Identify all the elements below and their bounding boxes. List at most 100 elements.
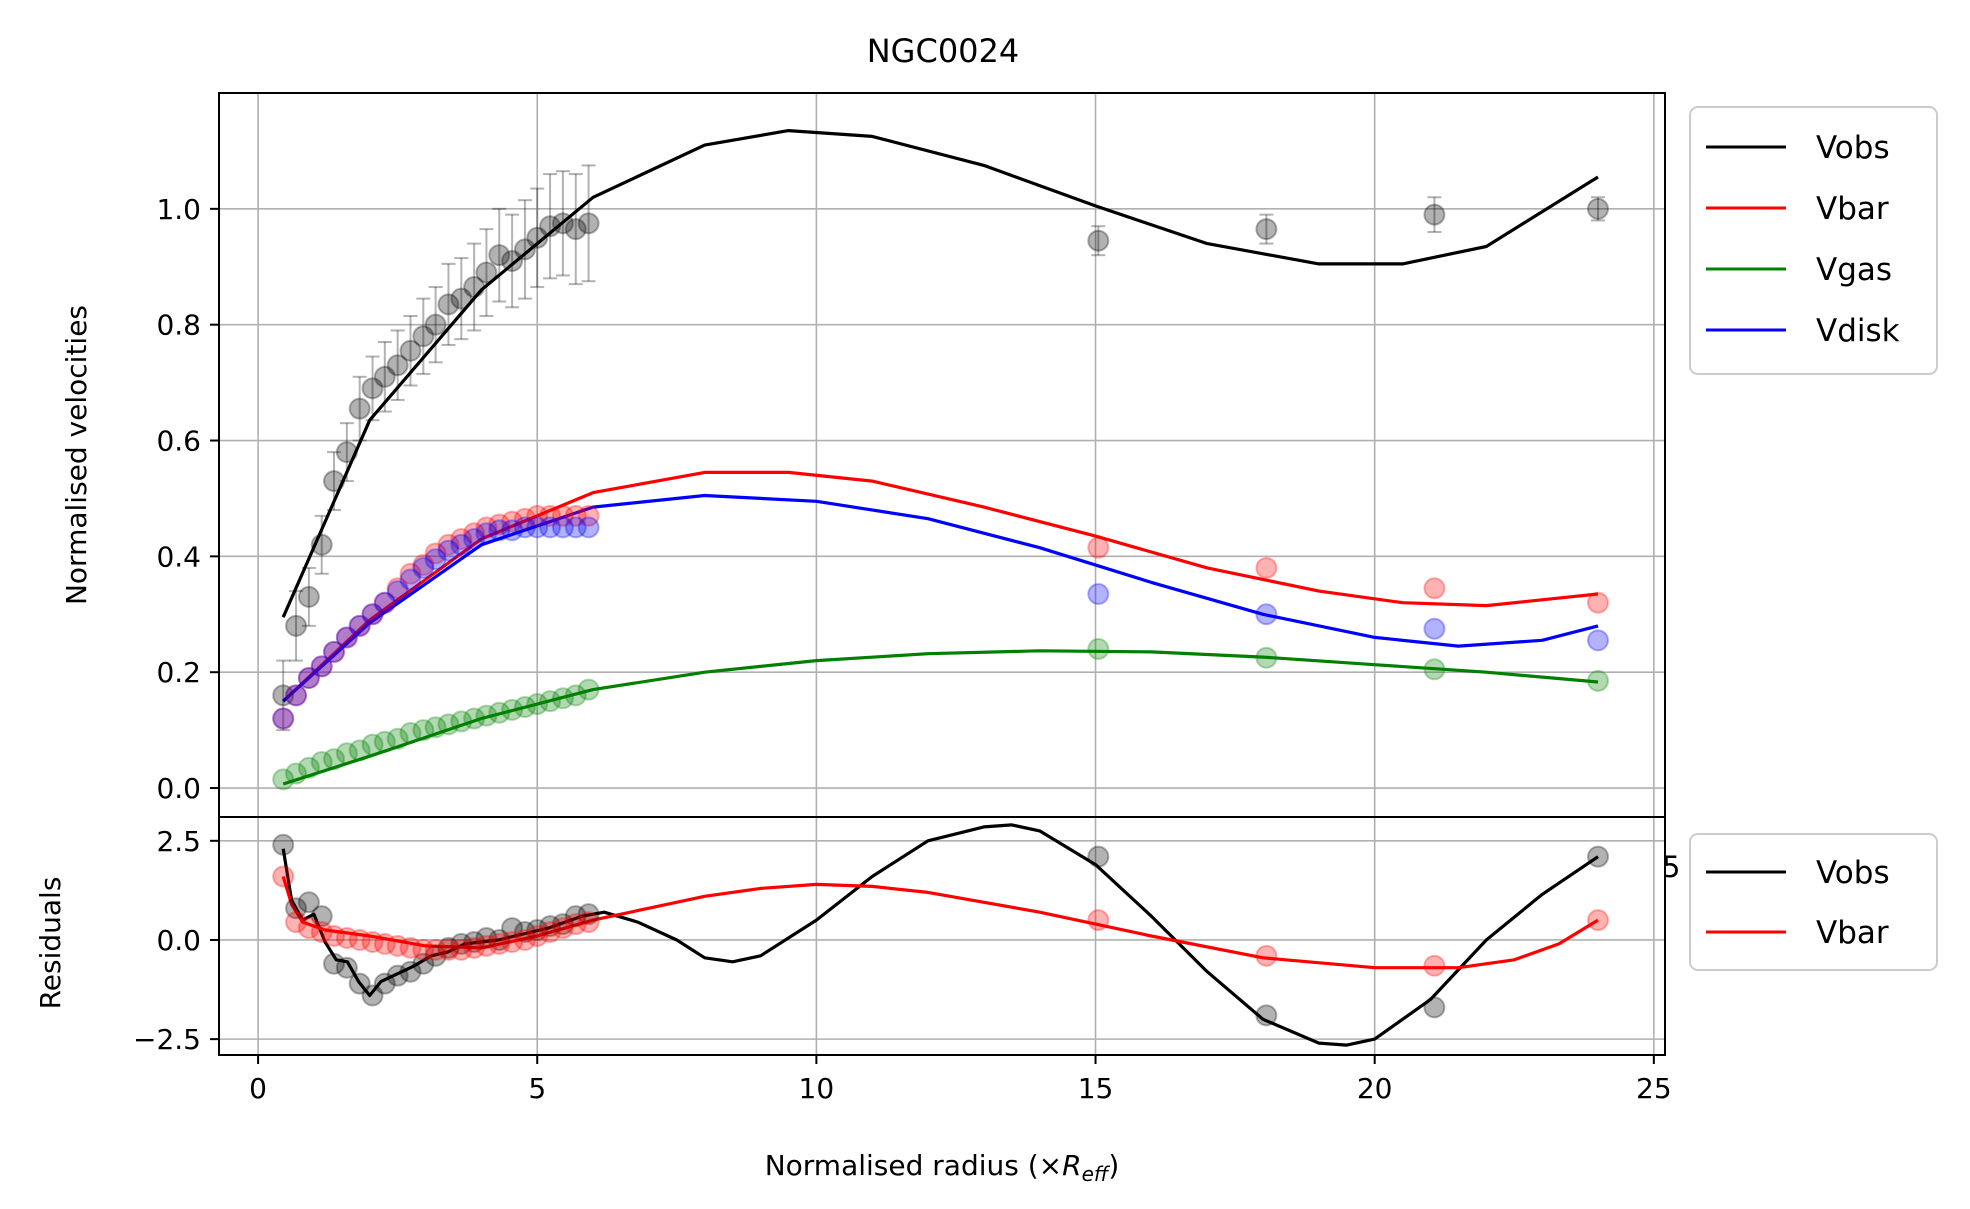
residuals-legend-vbar-label: Vbar [1816, 915, 1889, 951]
residuals-point-vobs [335, 956, 358, 979]
residuals-point-vobs [463, 930, 486, 953]
main-point-vgas [513, 695, 536, 718]
main-point-vdisk [450, 533, 473, 556]
main-point-vgas [386, 727, 409, 750]
main-ytick-label-0-0: 0.0 [156, 772, 201, 805]
main-point-vobs [1423, 203, 1446, 226]
residuals-legend-vobs-label: Vobs [1816, 855, 1890, 891]
main-point-vobs [488, 244, 511, 267]
main-point-vdisk [539, 516, 562, 539]
main-point-vgas [323, 748, 346, 771]
main-point-vdisk [551, 516, 574, 539]
residuals-point-vobs [513, 921, 536, 944]
main-point-vdisk [386, 580, 409, 603]
main-point-vdisk [285, 684, 308, 707]
main-point-vgas [577, 678, 600, 701]
main-point-vobs [539, 215, 562, 238]
main-point-vdisk [335, 626, 358, 649]
main-point-vdisk [412, 556, 435, 579]
main-point-vbar [577, 504, 600, 527]
main-point-vdisk [323, 640, 346, 663]
x-ticks: 0 5 10 15 20 25 [249, 1055, 1672, 1105]
main-point-vgas [1255, 646, 1278, 669]
residuals-point-vbar [488, 932, 511, 955]
x-axis-label-prefix: Normalised radius (× [765, 1149, 1062, 1182]
legend-vgas-label: Vgas [1816, 252, 1892, 288]
residuals-legend-frame [1689, 833, 1938, 971]
main-point-vgas [501, 698, 524, 721]
main-point-vgas [526, 693, 549, 716]
main-point-vdisk [513, 516, 536, 539]
residuals-point-vobs [1587, 845, 1610, 868]
main-point-vgas [475, 704, 498, 727]
main-point-vobs [323, 470, 346, 493]
xtick-label-15: 15 [1078, 1072, 1114, 1105]
main-point-vgas [361, 733, 384, 756]
main-point-vobs [577, 212, 600, 235]
main-point-vgas [437, 713, 460, 736]
main-point-vbar [412, 554, 435, 577]
main-point-vbar [399, 562, 422, 585]
residuals-point-vbar [513, 928, 536, 951]
residuals-point-vobs [1423, 996, 1446, 1019]
residuals-point-vobs [297, 891, 320, 914]
main-point-vobs [285, 614, 308, 637]
main-point-vobs [437, 293, 460, 316]
main-point-vbar [463, 522, 486, 545]
main-ytick-label-0-6: 0.6 [156, 425, 201, 458]
residuals-point-vbar [1423, 954, 1446, 977]
residuals-point-vobs [526, 919, 549, 942]
main-point-vbar [1587, 591, 1610, 614]
residuals-point-vobs [501, 917, 524, 940]
main-point-vbar [424, 542, 447, 565]
main-point-vdisk [1587, 629, 1610, 652]
main-point-vobs [348, 397, 371, 420]
main-ytick-label-0-4: 0.4 [156, 540, 201, 573]
residuals-point-vobs [424, 944, 447, 967]
residuals-point-vbar [297, 917, 320, 940]
main-point-vdisk [310, 655, 333, 678]
main-point-vgas [1587, 669, 1610, 692]
main-point-vbar [323, 640, 346, 663]
main-point-vgas [297, 756, 320, 779]
residuals-point-vobs [348, 972, 371, 995]
main-point-vobs [399, 339, 422, 362]
residuals-point-vbar [564, 913, 587, 936]
residuals-point-vobs [437, 936, 460, 959]
main-point-vbar [348, 614, 371, 637]
main-point-vdisk [272, 707, 295, 730]
xtick-label-0: 0 [249, 1072, 267, 1105]
main-point-vobs [412, 325, 435, 348]
main-point-vdisk [399, 568, 422, 591]
legend-vdisk-label: Vdisk [1816, 313, 1900, 349]
main-point-vgas [310, 750, 333, 773]
main-point-vgas [424, 716, 447, 739]
residuals-point-vobs [399, 960, 422, 983]
residuals-point-vobs [373, 972, 396, 995]
xtick-label-10: 10 [799, 1072, 835, 1105]
residuals-point-vobs [551, 913, 574, 936]
main-point-vdisk [577, 516, 600, 539]
main-point-vdisk [501, 519, 524, 542]
x-axis-label: Normalised radius (×Reff) [765, 1149, 1120, 1186]
main-point-vbar [437, 533, 460, 556]
main-point-vobs [1587, 197, 1610, 220]
residuals-legend: Vobs Vbar [1689, 833, 1938, 971]
main-point-vbar [551, 504, 574, 527]
main-point-vdisk [437, 539, 460, 562]
main-point-vdisk [526, 516, 549, 539]
main-point-vdisk [424, 548, 447, 571]
main-point-vbar [1255, 556, 1278, 579]
residuals-fit-line-vobs [281, 823, 1599, 1047]
residuals-point-vobs [1087, 845, 1110, 868]
main-point-vobs [386, 354, 409, 377]
main-point-vdisk [361, 603, 384, 626]
residuals-point-vobs [577, 903, 600, 926]
main-point-vbar [361, 603, 384, 626]
main-point-vgas [564, 684, 587, 707]
x-axis-label-symbol: R [1062, 1149, 1081, 1182]
main-point-vobs [450, 287, 473, 310]
main-point-vbar [386, 577, 409, 600]
main-point-vgas [551, 687, 574, 710]
